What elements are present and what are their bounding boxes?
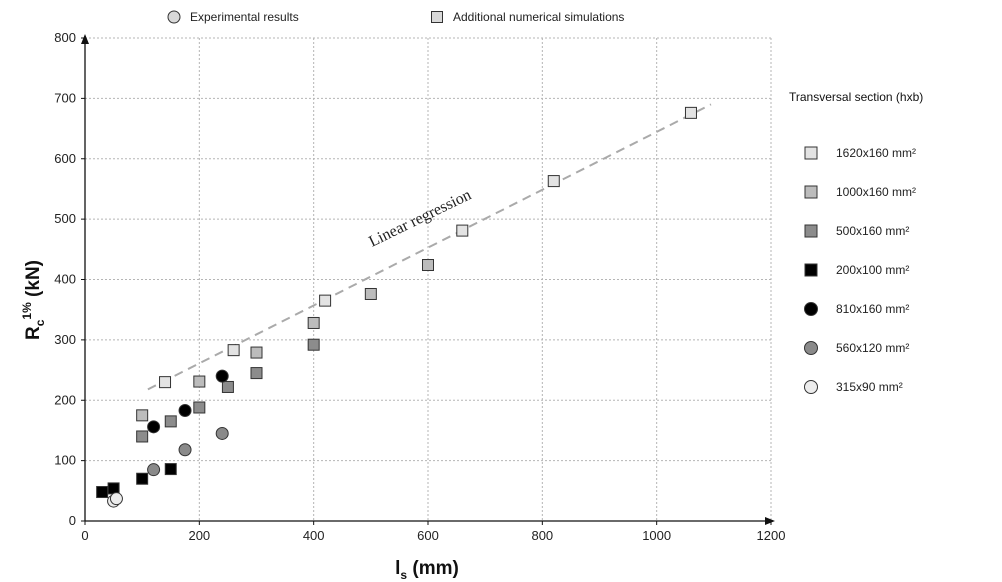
series-0 — [159, 106, 697, 389]
x-axis-label-main: l — [395, 558, 400, 579]
data-point — [364, 287, 377, 300]
y-tick-label: 500 — [54, 211, 76, 226]
legend-marker — [804, 302, 818, 316]
legend-label: 1000x160 mm² — [836, 185, 916, 199]
data-point — [164, 463, 177, 476]
legend-label: 1620x160 mm² — [836, 146, 916, 160]
x-axis-arrow — [765, 517, 775, 525]
legend-title: Transversal section (hxb) — [789, 90, 923, 104]
x-tick-label: 400 — [303, 528, 325, 543]
data-points — [96, 106, 697, 508]
data-point — [136, 409, 149, 422]
legend-marker — [804, 185, 818, 199]
y-axis-label-unit: (kN) — [23, 260, 44, 302]
series-4 — [147, 369, 229, 434]
data-point — [319, 294, 332, 307]
right-legend: 1620x160 mm² 1000x160 mm² 500x160 mm² 200x1… — [804, 146, 916, 394]
data-point — [215, 426, 229, 440]
x-tick-label: 200 — [188, 528, 210, 543]
data-point — [547, 175, 560, 188]
x-tick-label: 600 — [417, 528, 439, 543]
series-3 — [96, 463, 177, 499]
legend-marker — [804, 380, 818, 394]
y-axis-label: Rc1% (kN) — [20, 260, 47, 340]
data-point — [215, 369, 229, 383]
data-point — [136, 430, 149, 443]
data-point — [164, 415, 177, 428]
data-point — [307, 338, 320, 351]
data-point — [193, 401, 206, 414]
x-axis-label-sub: s — [400, 568, 407, 582]
data-point — [250, 346, 263, 359]
x-tick-label: 1200 — [757, 528, 786, 543]
y-axis-label-sup: 1% — [20, 302, 34, 320]
svg-text:Rc1% (kN): Rc1% (kN) — [20, 260, 47, 340]
data-point — [136, 472, 149, 485]
x-tick-label: 0 — [81, 528, 88, 543]
regression-line-path — [147, 103, 712, 391]
y-axis-label-sub: c — [33, 319, 47, 326]
data-point — [109, 492, 123, 506]
data-point — [221, 380, 234, 393]
y-tick-label: 700 — [54, 90, 76, 105]
legend-label: 500x160 mm² — [836, 224, 909, 238]
x-axis-label-unit: (mm) — [407, 558, 459, 579]
legend-marker — [804, 341, 818, 355]
y-tick-label: 200 — [54, 392, 76, 407]
y-tick-label: 300 — [54, 332, 76, 347]
legend-label: 810x160 mm² — [836, 302, 909, 316]
y-tick-label: 0 — [69, 513, 76, 528]
x-tick-label: 1000 — [642, 528, 671, 543]
y-tick-label: 400 — [54, 272, 76, 287]
grid-lines — [85, 37, 772, 521]
x-tick-label: 800 — [531, 528, 553, 543]
data-point — [456, 224, 469, 237]
series-6 — [107, 492, 123, 508]
data-point — [250, 367, 263, 380]
legend-label: 315x90 mm² — [836, 380, 903, 394]
data-point — [307, 316, 320, 329]
legend-marker — [804, 146, 818, 160]
data-point — [96, 486, 109, 499]
top-legend-marker — [431, 11, 443, 23]
regression-label: Linear regression — [366, 186, 474, 250]
y-axis-label-main: R — [23, 326, 44, 340]
data-point — [227, 344, 240, 357]
data-point — [159, 376, 172, 389]
data-point — [178, 443, 192, 457]
axes — [81, 34, 775, 525]
series-2 — [136, 338, 320, 443]
data-point — [178, 404, 192, 418]
legend-marker — [804, 263, 818, 277]
regression-line — [147, 103, 712, 391]
y-tick-label: 100 — [54, 453, 76, 468]
data-point — [147, 463, 161, 477]
top-legend-label: Additional numerical simulations — [453, 10, 624, 24]
y-axis-arrow — [81, 34, 89, 44]
legend-label: 200x100 mm² — [836, 263, 909, 277]
legend-marker — [804, 224, 818, 238]
y-tick-label: 600 — [54, 151, 76, 166]
data-point — [422, 259, 434, 272]
data-point — [684, 106, 697, 119]
top-legend: Experimental results Additional numerical… — [167, 10, 624, 24]
data-point — [147, 420, 161, 434]
x-axis-label: ls (mm) — [395, 558, 459, 582]
data-point — [193, 375, 206, 388]
y-tick-label: 800 — [54, 30, 76, 45]
top-legend-marker — [167, 10, 181, 24]
tick-labels: 0 100 200 300 400 500 600 700 800 0 200 400 600 800 10… — [54, 30, 785, 543]
series-1 — [136, 259, 434, 422]
legend-label: 560x120 mm² — [836, 341, 909, 355]
top-legend-label: Experimental results — [190, 10, 299, 24]
series-5 — [147, 426, 229, 477]
